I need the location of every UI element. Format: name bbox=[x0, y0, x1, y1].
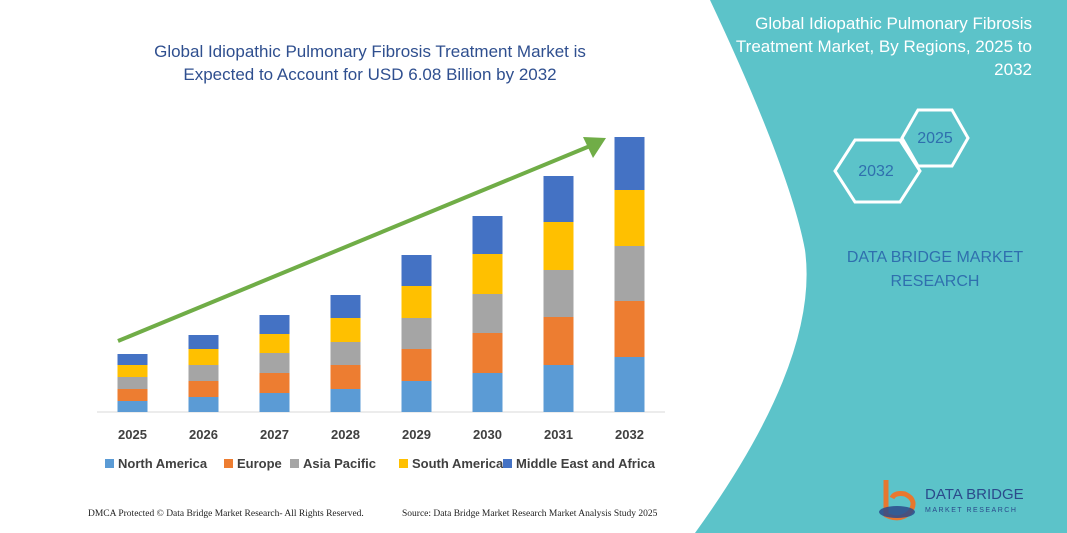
bar-segment bbox=[614, 357, 645, 412]
x-tick-label: 2025 bbox=[118, 427, 147, 442]
bar-segment bbox=[330, 365, 361, 389]
bar-segment bbox=[472, 373, 503, 412]
bar-segment bbox=[259, 353, 290, 373]
x-tick-label: 2032 bbox=[615, 427, 644, 442]
hexagon bbox=[900, 108, 970, 168]
bar-segment bbox=[614, 190, 645, 246]
footer-right: Source: Data Bridge Market Research Mark… bbox=[402, 509, 658, 519]
panel-title: Global Idiopathic Pulmonary Fibrosis Tre… bbox=[735, 14, 1032, 79]
bar-segment bbox=[330, 342, 361, 365]
bar-segment bbox=[330, 389, 361, 412]
legend-swatch bbox=[224, 459, 233, 468]
bar-segment bbox=[188, 335, 219, 349]
bar-segment bbox=[543, 176, 574, 222]
bar-segment bbox=[401, 286, 432, 318]
bar-segment bbox=[614, 246, 645, 301]
bar-segment bbox=[117, 354, 148, 365]
bar-segment bbox=[543, 222, 574, 270]
legend-swatch bbox=[105, 459, 114, 468]
bar-segment bbox=[259, 334, 290, 353]
bar-segment bbox=[472, 216, 503, 254]
x-tick-label: 2026 bbox=[189, 427, 218, 442]
logo-subtext: MARKET RESEARCH bbox=[925, 507, 1017, 514]
bar-segment bbox=[401, 349, 432, 381]
chart-title: Global Idiopathic Pulmonary Fibrosis Tre… bbox=[154, 42, 586, 84]
legend-swatch bbox=[399, 459, 408, 468]
x-tick-label: 2029 bbox=[402, 427, 431, 442]
legend-label: Europe bbox=[237, 456, 282, 471]
bar-segment bbox=[330, 295, 361, 318]
legend-label: North America bbox=[118, 456, 208, 471]
brand: DATA BRIDGE MARKET RESEARCH bbox=[846, 249, 1024, 290]
bar-segment bbox=[117, 389, 148, 401]
logo: DATA BRIDGE MARKET RESEARCH bbox=[879, 480, 1024, 521]
bar-segment bbox=[259, 315, 290, 334]
bar-segment bbox=[117, 377, 148, 389]
side-panel bbox=[695, 0, 1067, 533]
trend-arrow bbox=[117, 144, 591, 343]
hexagon-label: 2032 bbox=[858, 163, 894, 180]
x-tick-label: 2030 bbox=[473, 427, 502, 442]
bar-segment bbox=[401, 255, 432, 286]
bar-segment bbox=[188, 349, 219, 365]
bar-segment bbox=[401, 318, 432, 349]
bar-segment bbox=[117, 401, 148, 412]
hexagon bbox=[833, 138, 922, 204]
bar-segment bbox=[543, 317, 574, 365]
bar-segment bbox=[259, 373, 290, 393]
hexagon-label: 2025 bbox=[917, 130, 953, 147]
bar-segment bbox=[472, 333, 503, 373]
bar-segment bbox=[188, 365, 219, 381]
legend-label: South America bbox=[412, 456, 504, 471]
legend-label: Middle East and Africa bbox=[516, 456, 656, 471]
bar-segment bbox=[614, 301, 645, 357]
bar-segment bbox=[259, 393, 290, 412]
legend-swatch bbox=[503, 459, 512, 468]
bar-segment bbox=[543, 270, 574, 317]
bar-segment bbox=[117, 365, 148, 377]
legend-label: Asia Pacific bbox=[303, 456, 376, 471]
bar-segment bbox=[543, 365, 574, 412]
x-tick-label: 2028 bbox=[331, 427, 360, 442]
bar-segment bbox=[330, 318, 361, 342]
logo-text: DATA BRIDGE bbox=[925, 486, 1024, 503]
arrow-head bbox=[583, 137, 606, 158]
x-tick-label: 2031 bbox=[544, 427, 573, 442]
bar-segment bbox=[472, 254, 503, 294]
footer-left: DMCA Protected © Data Bridge Market Rese… bbox=[88, 509, 364, 519]
legend-swatch bbox=[290, 459, 299, 468]
bar-segment bbox=[614, 137, 645, 190]
bar-segment bbox=[472, 294, 503, 333]
x-tick-label: 2027 bbox=[260, 427, 289, 442]
bar-segment bbox=[188, 397, 219, 412]
bar-segment bbox=[401, 381, 432, 412]
bar-segment bbox=[188, 381, 219, 397]
